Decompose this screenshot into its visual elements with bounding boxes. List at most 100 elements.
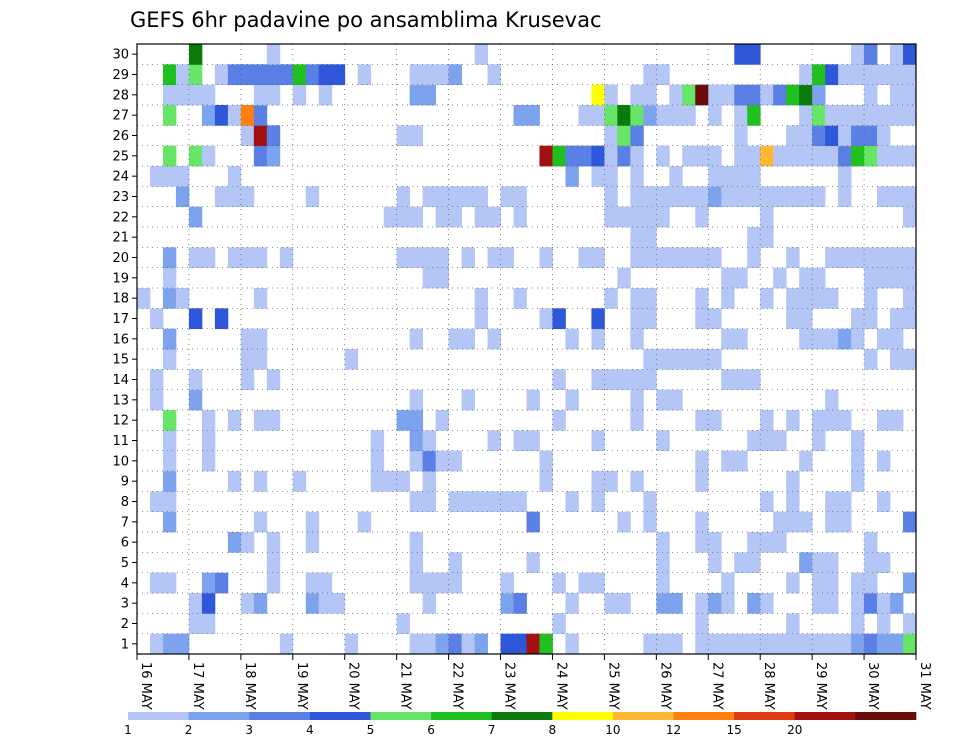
heatmap-cell <box>409 328 424 350</box>
heatmap-cell <box>721 593 735 614</box>
heatmap-cell <box>591 572 605 594</box>
heatmap-cell <box>162 633 177 655</box>
heatmap-cell <box>682 186 696 208</box>
heatmap-cell <box>500 633 514 655</box>
heatmap-cell <box>214 64 229 86</box>
heatmap-cell <box>552 369 566 391</box>
heatmap-cell <box>890 308 904 330</box>
heatmap-cell <box>279 633 294 655</box>
heatmap-cell <box>799 84 813 106</box>
heatmap-cell <box>604 288 618 309</box>
heatmap-cell <box>305 186 320 208</box>
heatmap-cell <box>396 247 411 269</box>
heatmap-cell <box>318 64 333 86</box>
heatmap-cell <box>760 186 774 208</box>
heatmap-cell <box>708 145 722 167</box>
heatmap-cell <box>201 410 216 431</box>
heatmap-cell <box>851 105 865 126</box>
heatmap-cell <box>656 532 670 553</box>
heatmap-cell <box>890 145 904 167</box>
heatmap-cell <box>565 145 579 167</box>
heatmap-cell <box>864 633 878 655</box>
heatmap-cell <box>773 186 787 208</box>
heatmap-cell <box>513 491 527 513</box>
heatmap-cell <box>500 593 514 614</box>
heatmap-cell <box>409 64 424 86</box>
heatmap-cell <box>864 532 878 553</box>
heatmap-cell <box>890 267 904 289</box>
heatmap-cell <box>500 572 514 594</box>
heatmap-cell <box>838 328 852 350</box>
heatmap-cell <box>461 247 475 269</box>
heatmap-cell <box>266 64 281 86</box>
heatmap-cell <box>370 450 385 472</box>
heatmap-cell <box>188 593 203 614</box>
heatmap-cell <box>838 166 852 187</box>
heatmap-cell <box>409 247 424 269</box>
heatmap-cell <box>565 633 579 655</box>
heatmap-cell <box>786 288 800 309</box>
heatmap-cell <box>877 105 891 126</box>
grid-lines <box>137 44 916 654</box>
colorbar-label: 15 <box>727 723 742 737</box>
heatmap-cell <box>292 471 307 492</box>
heatmap-cell <box>721 186 735 208</box>
heatmap-cell <box>552 410 566 431</box>
heatmap-cell <box>253 105 268 126</box>
y-tick-label: 14 <box>112 373 129 388</box>
y-tick-label: 28 <box>112 88 129 103</box>
heatmap-cell <box>747 44 761 65</box>
heatmap-cell <box>448 572 462 594</box>
heatmap-cell <box>682 84 696 106</box>
heatmap-cell <box>162 145 177 167</box>
heatmap-cell <box>695 471 709 492</box>
heatmap-cell <box>695 410 709 431</box>
heatmap-cells <box>137 44 917 655</box>
heatmap-cell <box>786 145 800 167</box>
heatmap-cell <box>396 186 411 208</box>
heatmap-cell <box>409 125 424 147</box>
heatmap-cell <box>747 430 761 452</box>
heatmap-cell <box>253 145 268 167</box>
x-tick-label: 24 MAY <box>554 662 569 710</box>
y-tick-label: 16 <box>112 332 129 347</box>
heatmap-cell <box>396 471 411 492</box>
heatmap-cell <box>630 166 644 187</box>
heatmap-cell <box>461 389 475 411</box>
heatmap-cell <box>630 369 644 391</box>
heatmap-cell <box>253 125 268 147</box>
heatmap-cell <box>838 186 852 208</box>
colorbar-label: 10 <box>605 723 620 737</box>
heatmap-cell <box>162 450 177 472</box>
heatmap-cell <box>591 145 605 167</box>
heatmap-cell <box>721 369 735 391</box>
heatmap-cell <box>682 349 696 370</box>
x-tick-label: 19 MAY <box>294 662 309 710</box>
x-tick-label: 23 MAY <box>502 662 517 710</box>
heatmap-cell <box>162 288 177 309</box>
heatmap-cell <box>656 633 670 655</box>
heatmap-cell <box>760 532 774 553</box>
y-tick-label: 4 <box>121 576 129 591</box>
heatmap-cell <box>708 308 722 330</box>
y-tick-label: 26 <box>112 129 129 144</box>
heatmap-cell <box>396 613 411 635</box>
heatmap-cell <box>695 206 709 228</box>
colorbar-swatch <box>188 712 250 720</box>
heatmap-cell <box>565 491 579 513</box>
x-tick-label: 29 MAY <box>813 662 828 710</box>
heatmap-cell <box>695 145 709 167</box>
heatmap-cell <box>643 186 657 208</box>
heatmap-cell <box>253 84 268 106</box>
heatmap-cell <box>812 572 826 594</box>
x-tick-label: 25 MAY <box>605 662 620 710</box>
heatmap-cell <box>643 206 657 228</box>
heatmap-cell <box>669 633 683 655</box>
y-tick-label: 12 <box>112 414 129 429</box>
heatmap-cell <box>760 430 774 452</box>
heatmap-cell <box>630 84 644 106</box>
heatmap-cell <box>734 633 748 655</box>
heatmap-cell <box>825 125 839 147</box>
heatmap-cell <box>422 572 437 594</box>
heatmap-cell <box>812 430 826 452</box>
